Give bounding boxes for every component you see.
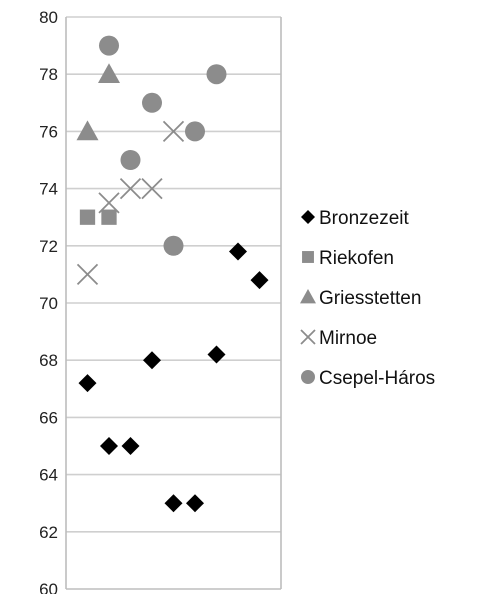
point-csepel-h-ros-4 — [164, 236, 184, 256]
y-tick-labels: 60 62 64 66 68 70 72 74 76 78 80 — [39, 8, 58, 594]
point-bronzezeit-2 — [100, 437, 118, 455]
legend-label-bronzezeit: Bronzezeit — [319, 208, 409, 229]
legend-item-griesstetten: Griesstetten — [300, 288, 421, 309]
point-csepel-h-ros-1 — [99, 36, 119, 56]
point-griesstetten-1 — [77, 120, 99, 140]
point-bronzezeit-4 — [143, 351, 161, 369]
point-csepel-h-ros-5 — [185, 121, 205, 141]
gridlines — [66, 17, 281, 532]
legend-label-csepel-h-ros: Csepel-Háros — [319, 368, 435, 389]
legend-label-mirnoe: Mirnoe — [319, 328, 377, 349]
y-tick-label: 68 — [39, 351, 58, 370]
y-tick-label: 60 — [39, 580, 58, 594]
y-tick-label: 76 — [39, 122, 58, 141]
legend-marker-griesstetten — [300, 289, 316, 303]
point-csepel-h-ros-6 — [207, 64, 227, 84]
legend-label-griesstetten: Griesstetten — [319, 288, 421, 309]
point-riekofen-1 — [80, 210, 95, 225]
legend-item-bronzezeit: Bronzezeit — [301, 208, 409, 229]
y-tick-label: 62 — [39, 523, 58, 542]
y-tick-label: 72 — [39, 237, 58, 256]
y-tick-label: 66 — [39, 408, 58, 427]
point-csepel-h-ros-3 — [142, 93, 162, 113]
point-csepel-h-ros-2 — [121, 150, 141, 170]
legend-item-csepel-h-ros: Csepel-Háros — [301, 368, 435, 389]
data-points — [77, 36, 269, 513]
legend-marker-riekofen — [302, 251, 314, 263]
point-bronzezeit-6 — [186, 494, 204, 512]
legend-marker-mirnoe — [301, 330, 315, 344]
y-tick-label: 64 — [39, 466, 58, 485]
legend-label-riekofen: Riekofen — [319, 248, 394, 269]
point-bronzezeit-1 — [79, 374, 97, 392]
legend-item-riekofen: Riekofen — [302, 248, 394, 269]
legend: Bronzezeit Riekofen Griesstetten Mirnoe Csep… — [300, 208, 435, 389]
point-bronzezeit-3 — [122, 437, 140, 455]
y-tick-label: 70 — [39, 294, 58, 313]
legend-item-mirnoe: Mirnoe — [301, 328, 377, 349]
point-mirnoe-1 — [78, 264, 98, 284]
point-riekofen-2 — [101, 210, 116, 225]
legend-marker-bronzezeit — [301, 210, 315, 224]
point-bronzezeit-9 — [251, 271, 269, 289]
y-tick-label: 80 — [39, 8, 58, 27]
y-tick-label: 74 — [39, 180, 58, 199]
point-griesstetten-2 — [98, 63, 120, 83]
point-bronzezeit-5 — [165, 494, 183, 512]
legend-marker-csepel-h-ros — [301, 370, 315, 384]
y-tick-label: 78 — [39, 65, 58, 84]
